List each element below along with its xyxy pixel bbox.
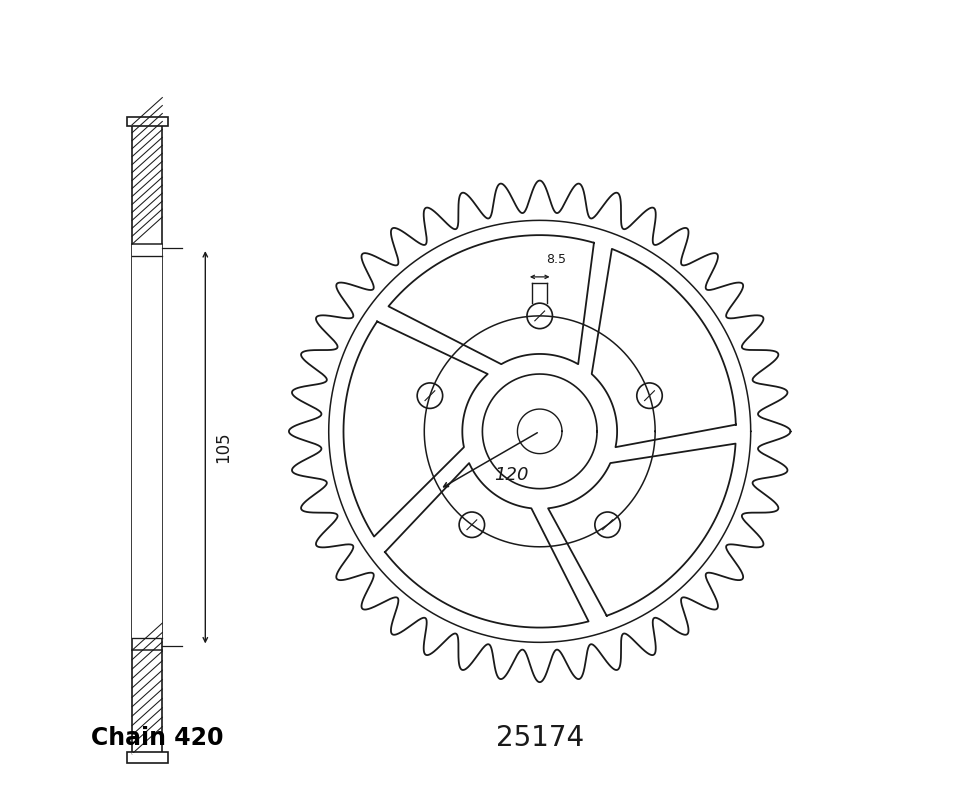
Bar (127, 752, 168, 763)
Bar (127, 117, 168, 126)
Text: 8.5: 8.5 (545, 252, 565, 266)
Bar (132, 244, 162, 638)
Text: Chain 420: Chain 420 (91, 726, 224, 750)
Text: 25174: 25174 (495, 724, 584, 752)
Text: 120: 120 (494, 466, 529, 484)
Text: 105: 105 (214, 431, 231, 463)
